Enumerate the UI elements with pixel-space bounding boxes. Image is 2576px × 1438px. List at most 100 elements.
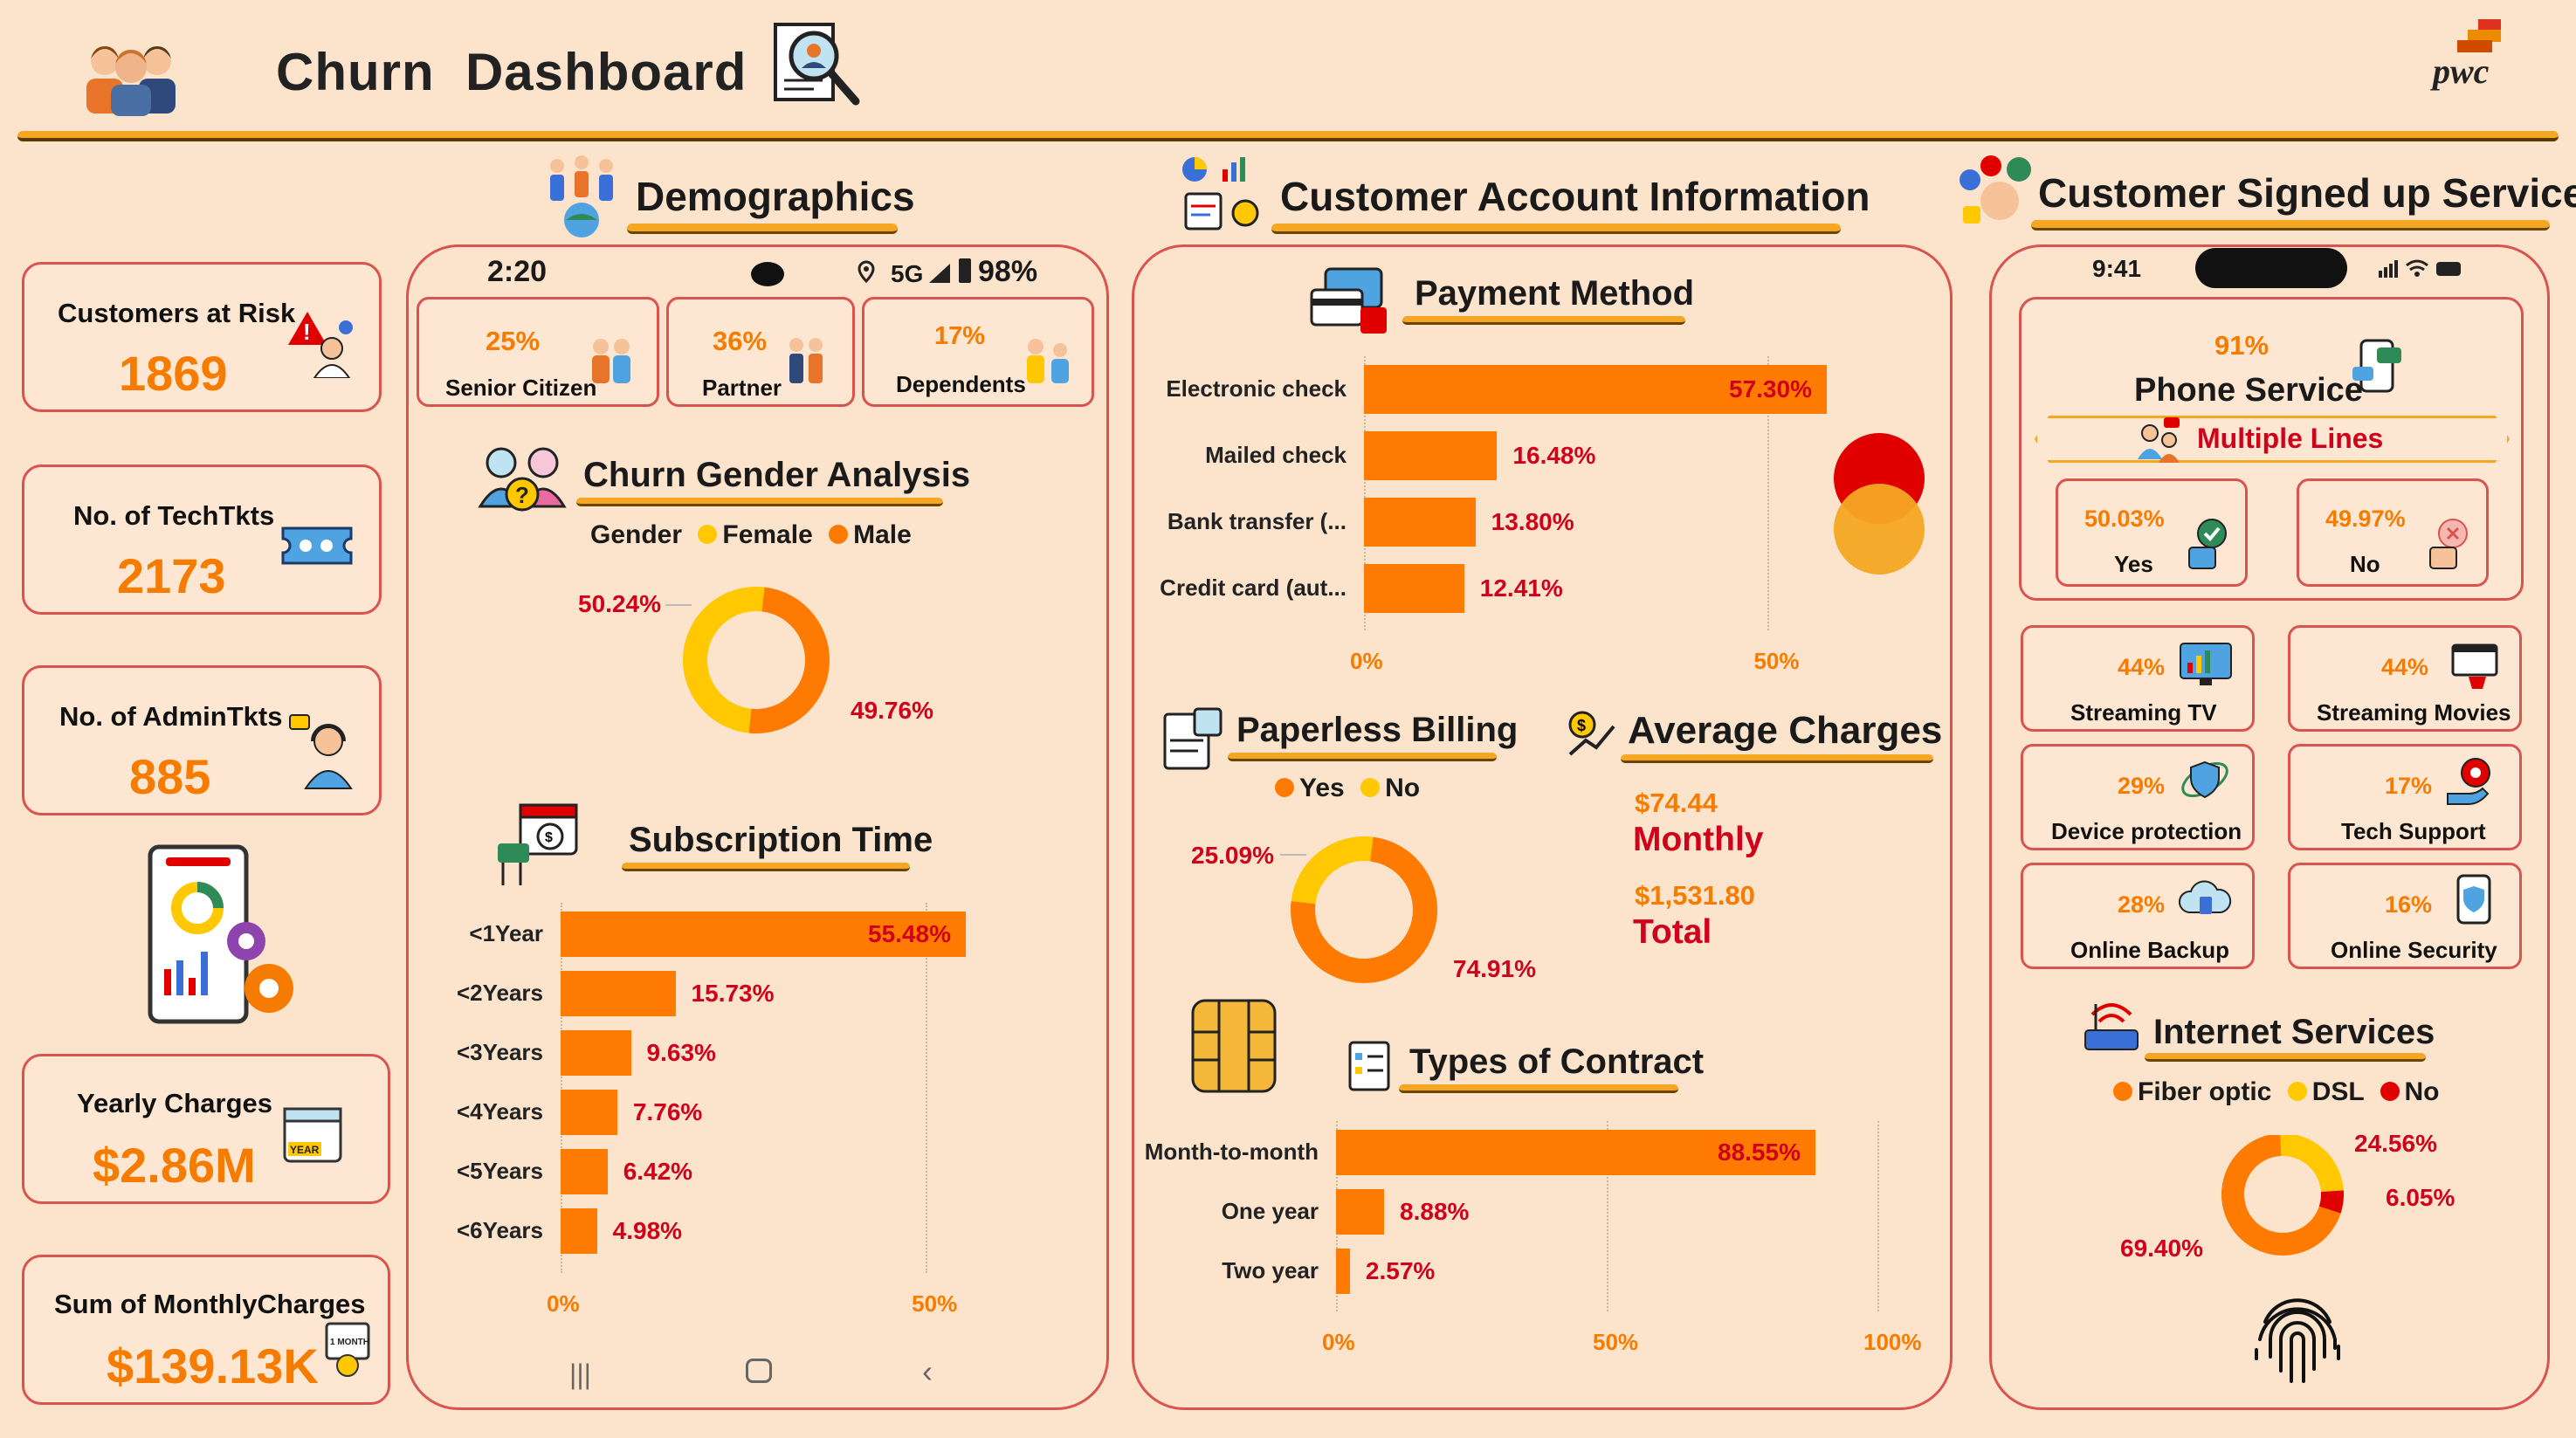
recent-apps-button[interactable]: ||| [569, 1359, 591, 1390]
gender-title: Churn Gender Analysis [583, 456, 971, 494]
chart-gridline [1364, 356, 1366, 630]
internet-fiber-label: 69.40% [2120, 1235, 2203, 1262]
demographics-underline [627, 224, 898, 234]
tv-chart-icon [2177, 638, 2235, 695]
multiple-lines-ribbon [2035, 416, 2510, 463]
svg-text:$: $ [1577, 717, 1586, 734]
phone-service-pct: 91% [2214, 330, 2269, 361]
bar [1364, 365, 1827, 414]
kpi-customers-at-risk: Customers at Risk 1869 ! [22, 262, 382, 412]
donut-slice [2280, 1135, 2344, 1193]
paperless-underline [1228, 753, 1497, 761]
contract-underline [1399, 1084, 1678, 1093]
movie-icon [2448, 638, 2504, 695]
no-internet-legend-dot [2380, 1082, 2400, 1102]
back-button[interactable]: ‹ [922, 1353, 933, 1389]
bar [561, 1090, 617, 1135]
donut-slice [683, 587, 765, 733]
payment-title: Payment Method [1415, 274, 1695, 313]
search-document-icon [768, 17, 864, 114]
account-title: Customer Account Information [1280, 174, 1870, 219]
x-tick-label: 0% [1322, 1329, 1355, 1355]
average-charges-title: Average Charges [1628, 709, 1943, 752]
card-logo-icon [1830, 433, 1926, 584]
total-charges-label: Total [1633, 913, 1712, 951]
contract-title: Types of Contract [1409, 1042, 1705, 1081]
paperless-yes-dot [1275, 778, 1294, 798]
paperless-leader-line [1280, 854, 1306, 856]
senior-citizen-card: 25% Senior Citizen [417, 297, 659, 407]
x-tick-label: 50% [912, 1290, 958, 1317]
bar-category-label: <5Years [456, 1158, 543, 1184]
dynamic-island [2195, 248, 2347, 288]
elderly-couple-icon [585, 334, 637, 391]
male-legend-dot [829, 525, 849, 545]
bar-value-label: 7.76% [632, 1098, 703, 1125]
service-card-tech-support: 17% Tech Support [2288, 744, 2522, 850]
bar [561, 971, 676, 1016]
subscription-payment-icon: $ [494, 796, 585, 897]
demographics-phone-panel [406, 244, 1109, 1410]
kpi-sum-monthly-charges: Sum of MonthlyCharges $139.13K 1 MONTH [22, 1255, 390, 1405]
demographics-title: Demographics [636, 174, 915, 219]
average-charges-icon: $ [1565, 707, 1617, 764]
support-agent-icon [286, 712, 365, 795]
bar-category-label: <6Years [456, 1217, 543, 1243]
svg-text:1 MONTH: 1 MONTH [330, 1338, 369, 1347]
bar-category-label: <2Years [456, 980, 543, 1006]
battery-label: 98% [978, 255, 1038, 288]
kpi-admintkts: No. of AdminTkts 885 [22, 665, 382, 815]
paperless-donut-chart [1291, 836, 1437, 983]
payment-method-icon [1308, 264, 1392, 343]
gender-leader-line [665, 604, 692, 606]
team-icon [70, 26, 192, 122]
monthly-charges-value: $74.44 [1635, 788, 1718, 818]
gender-donut-chart [683, 587, 830, 734]
chart-gridline [1607, 1121, 1608, 1311]
ticket-icon [278, 519, 356, 576]
bar-category-label: <4Years [456, 1098, 543, 1125]
donut-slice [2318, 1190, 2344, 1214]
bar-category-label: Bank transfer (... [1167, 508, 1347, 534]
services-phone-panel [1989, 244, 2550, 1410]
internet-donut-chart [2221, 1135, 2344, 1256]
bar-value-label: 16.48% [1512, 442, 1596, 469]
router-icon [2078, 988, 2145, 1063]
bar [1336, 1130, 1815, 1175]
service-card-streaming-movies: 44% Streaming Movies [2288, 625, 2522, 732]
x-tick-label: 50% [1593, 1329, 1639, 1355]
bar-value-label: 57.30% [1729, 375, 1812, 403]
phone-shield-icon [2453, 872, 2495, 931]
family-icon [1018, 334, 1079, 391]
services-icon [1956, 154, 2036, 237]
bar [561, 1149, 608, 1194]
monthly-charges-label: Monthly [1633, 821, 1764, 858]
payment-underline [1402, 316, 1685, 325]
bar-category-label: <1Year [469, 920, 543, 946]
home-button[interactable] [746, 1359, 772, 1383]
gender-question-icon: ? [475, 440, 571, 523]
internet-title: Internet Services [2153, 1013, 2435, 1051]
bar [1336, 1249, 1350, 1294]
bar-category-label: Mailed check [1205, 442, 1347, 468]
partner-icon [784, 334, 828, 391]
signal-icon [927, 262, 952, 289]
kpi-yearly-charges: Yearly Charges $2.86M YEAR [22, 1054, 390, 1204]
bar-value-label: 8.88% [1400, 1198, 1470, 1225]
bar [561, 1030, 631, 1076]
calendar-month-icon: 1 MONTH [321, 1318, 374, 1384]
calendar-year-icon: YEAR [278, 1100, 348, 1174]
check-hand-icon [2184, 516, 2231, 576]
cross-hand-icon [2425, 516, 2472, 576]
x-tick-label: 50% [1753, 648, 1800, 674]
shield-device-icon [2177, 753, 2233, 810]
gender-female-label: 50.24% [578, 590, 661, 617]
signal-wifi-battery-icon [2377, 257, 2464, 284]
battery-icon [959, 258, 971, 283]
paperless-legend: Yes No [1275, 774, 1420, 803]
bar-value-label: 13.80% [1491, 508, 1574, 535]
multiple-lines-yes-card: 50.03% Yes [2056, 478, 2248, 587]
subscription-title: Subscription Time [629, 821, 933, 859]
phone-chat-icon [2349, 337, 2405, 399]
bar-category-label: Credit card (aut... [1160, 575, 1347, 601]
